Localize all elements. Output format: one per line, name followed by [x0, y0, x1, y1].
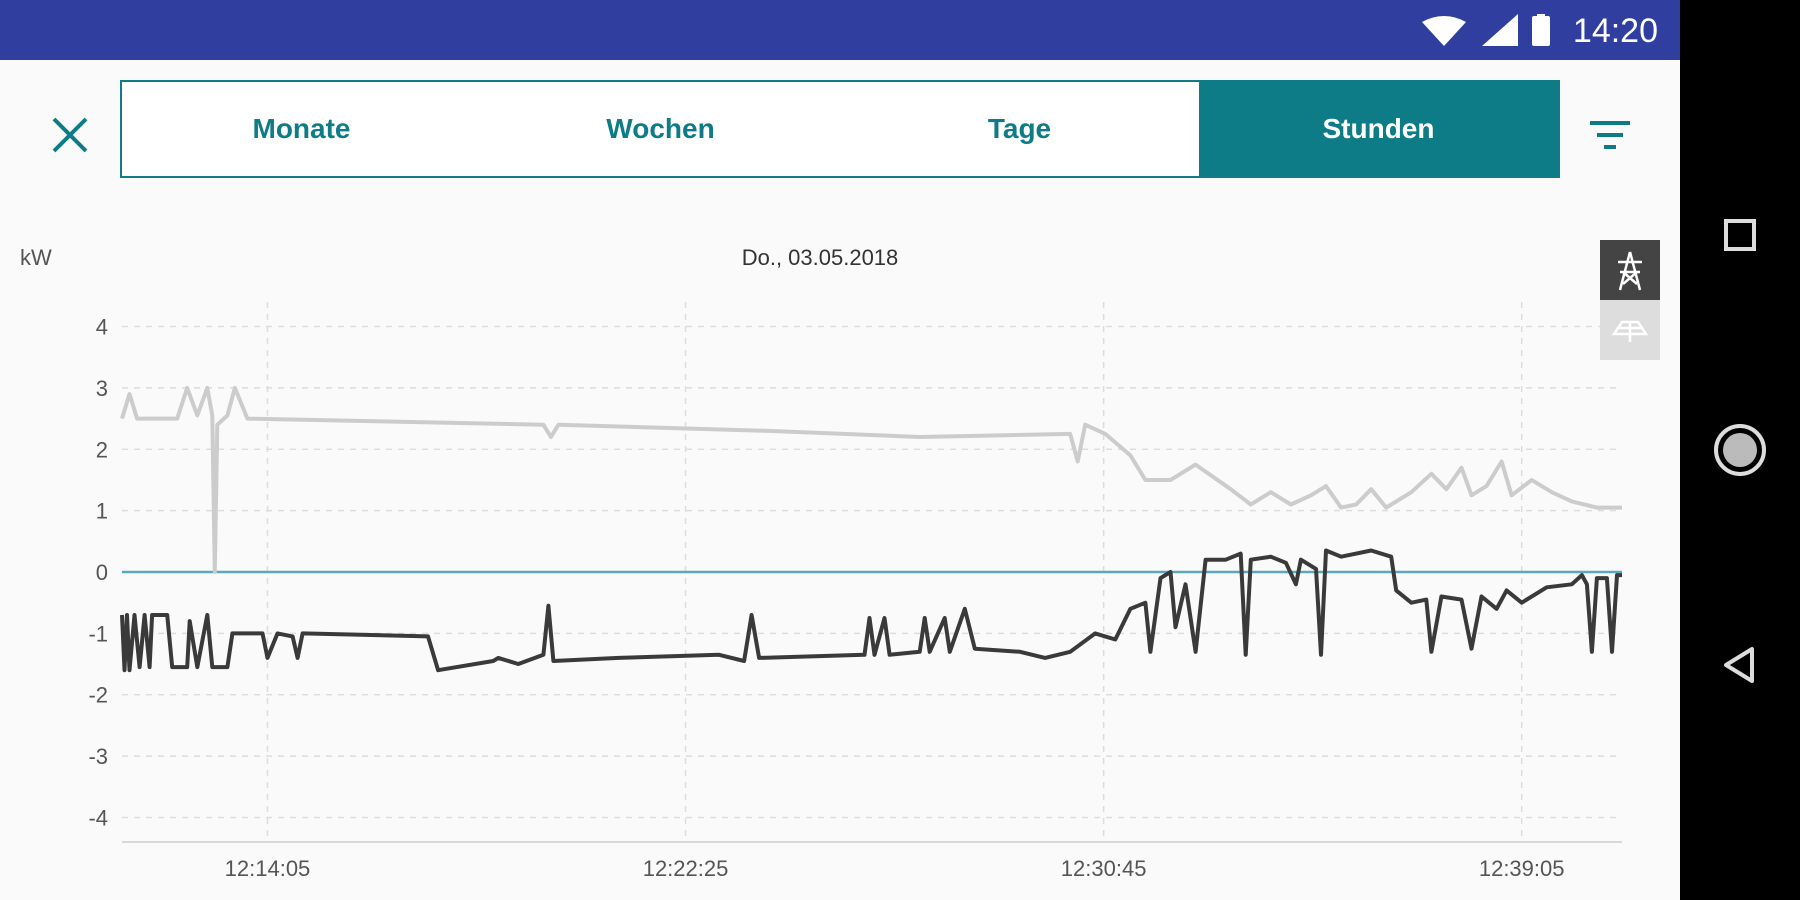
- tab-tage[interactable]: Tage: [987, 113, 1052, 144]
- square-icon: [1724, 219, 1756, 251]
- y-tick-label: 1: [96, 499, 108, 524]
- navigation-bar: [1680, 0, 1800, 900]
- x-tick-label: 12:14:05: [225, 856, 311, 881]
- grid-series-toggle[interactable]: [1600, 240, 1660, 300]
- solar-series-toggle[interactable]: [1600, 300, 1660, 360]
- filter-icon: [1590, 121, 1630, 149]
- back-button[interactable]: [1710, 635, 1770, 695]
- recents-button[interactable]: [1710, 205, 1770, 265]
- status-time: 14:20: [1572, 12, 1658, 50]
- y-axis-unit: kW: [20, 245, 52, 270]
- tab-stunden[interactable]: Stunden: [1199, 82, 1558, 176]
- status-icons: [1422, 14, 1550, 46]
- wifi-icon: [1422, 16, 1466, 46]
- y-tick-label: 4: [96, 315, 108, 340]
- y-tick-label: -3: [88, 744, 108, 769]
- x-tick-label: 12:22:25: [643, 856, 729, 881]
- grid-power-line: [120, 385, 1622, 574]
- chart-date-title: Do., 03.05.2018: [741, 245, 899, 270]
- tab-wochen[interactable]: Wochen: [606, 113, 715, 144]
- solar-panel-icon: [1611, 320, 1649, 342]
- close-icon: [52, 117, 88, 153]
- close-button[interactable]: [40, 105, 100, 165]
- y-tick-label: 2: [96, 437, 108, 462]
- app-content: Monate Wochen Tage Stunden kW Do., 03.05…: [0, 60, 1680, 900]
- y-tick-label: -4: [88, 805, 108, 830]
- power-tower-icon: [1618, 251, 1642, 291]
- y-tick-label: 0: [96, 560, 108, 585]
- x-tick-label: 12:30:45: [1061, 856, 1147, 881]
- tab-monate[interactable]: Monate: [252, 113, 351, 144]
- y-tick-label: -1: [88, 621, 108, 646]
- y-tick-label: 3: [96, 376, 108, 401]
- period-tabs: Monate Wochen Tage Stunden: [120, 80, 1560, 178]
- battery-icon: [1532, 16, 1550, 46]
- circle-icon: [1714, 424, 1766, 476]
- signal-icon: [1482, 14, 1518, 46]
- solar-power-line: [120, 548, 1622, 673]
- triangle-back-icon: [1724, 647, 1754, 683]
- status-bar: 14:20: [0, 0, 1680, 60]
- filter-button[interactable]: [1580, 105, 1640, 165]
- x-tick-label: 12:39:05: [1479, 856, 1565, 881]
- y-tick-label: -2: [88, 683, 108, 708]
- power-chart: 4 3 2 1 0 -1 -2 -3 -4 12:14:05 12:22:25 12:30:45 12:…: [88, 302, 1622, 881]
- home-button[interactable]: [1710, 420, 1770, 480]
